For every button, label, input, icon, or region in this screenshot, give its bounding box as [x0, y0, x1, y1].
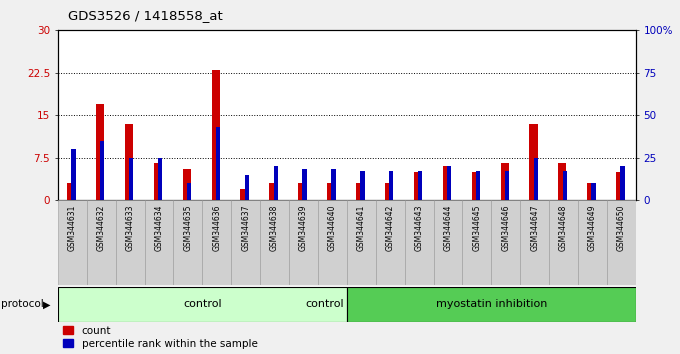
Bar [216, 127, 220, 200]
Bar [592, 183, 596, 200]
Bar [500, 163, 509, 200]
Bar [472, 172, 480, 200]
Bar [356, 183, 364, 200]
Bar [125, 124, 133, 200]
Bar [347, 200, 376, 285]
Text: GSM344648: GSM344648 [559, 204, 568, 251]
Bar [299, 183, 307, 200]
Bar [347, 287, 636, 322]
Bar [100, 141, 105, 200]
Bar [505, 171, 509, 200]
Bar [289, 200, 318, 285]
Text: GSM344642: GSM344642 [386, 204, 394, 251]
Bar [158, 158, 163, 200]
Bar [116, 200, 144, 285]
Bar [447, 166, 452, 200]
Bar [562, 171, 567, 200]
Bar [492, 200, 520, 285]
Bar [558, 163, 566, 200]
Bar [331, 170, 336, 200]
Text: myostatin inhibition: myostatin inhibition [436, 299, 547, 309]
Bar [269, 183, 277, 200]
Bar [144, 200, 173, 285]
Bar [588, 183, 596, 200]
Text: GDS3526 / 1418558_at: GDS3526 / 1418558_at [68, 9, 223, 22]
Bar [71, 149, 75, 200]
Text: GSM344640: GSM344640 [328, 204, 337, 251]
Bar [187, 183, 191, 200]
Bar [616, 172, 624, 200]
Bar [578, 200, 607, 285]
Bar [462, 200, 492, 285]
Bar [96, 104, 104, 200]
Text: GSM344639: GSM344639 [299, 204, 308, 251]
Text: GSM344647: GSM344647 [530, 204, 539, 251]
Text: GSM344644: GSM344644 [443, 204, 452, 251]
Text: protocol: protocol [1, 299, 44, 309]
Bar [360, 171, 364, 200]
Bar [318, 200, 347, 285]
Text: GSM344643: GSM344643 [415, 204, 424, 251]
Bar [385, 183, 393, 200]
Bar [534, 158, 538, 200]
Bar [241, 189, 249, 200]
Text: GSM344641: GSM344641 [357, 204, 366, 251]
Text: GSM344637: GSM344637 [241, 204, 250, 251]
Text: GSM344638: GSM344638 [270, 204, 279, 251]
Bar [273, 166, 278, 200]
Text: GSM344633: GSM344633 [126, 204, 135, 251]
Bar [303, 170, 307, 200]
Bar [520, 200, 549, 285]
Bar [418, 171, 422, 200]
Bar [414, 172, 422, 200]
Bar [443, 166, 451, 200]
Text: control: control [306, 299, 345, 309]
Text: GSM344649: GSM344649 [588, 204, 597, 251]
Text: ▶: ▶ [43, 299, 50, 309]
Bar [173, 200, 203, 285]
Bar [434, 200, 462, 285]
Text: GSM344632: GSM344632 [97, 204, 105, 251]
Bar [231, 200, 260, 285]
Bar [129, 158, 133, 200]
Bar [58, 287, 347, 322]
Bar [260, 200, 289, 285]
Bar [549, 200, 578, 285]
Bar [245, 175, 249, 200]
Bar [58, 200, 87, 285]
Text: GSM344645: GSM344645 [473, 204, 481, 251]
Text: GSM344646: GSM344646 [501, 204, 510, 251]
Text: GSM344636: GSM344636 [212, 204, 221, 251]
Text: GSM344631: GSM344631 [68, 204, 77, 251]
Text: GSM344635: GSM344635 [184, 204, 192, 251]
Text: GSM344650: GSM344650 [617, 204, 626, 251]
Text: GSM344634: GSM344634 [154, 204, 163, 251]
Bar [530, 124, 538, 200]
Bar [405, 200, 434, 285]
Bar [183, 169, 190, 200]
Bar [211, 70, 220, 200]
Bar [327, 183, 335, 200]
Bar [476, 171, 480, 200]
Bar [376, 200, 405, 285]
Bar [67, 183, 75, 200]
Bar [389, 171, 394, 200]
Bar [87, 200, 116, 285]
Bar [607, 200, 636, 285]
Text: control: control [183, 299, 222, 309]
Bar [620, 166, 625, 200]
Bar [203, 200, 231, 285]
Bar [154, 163, 162, 200]
Legend: count, percentile rank within the sample: count, percentile rank within the sample [63, 326, 258, 349]
